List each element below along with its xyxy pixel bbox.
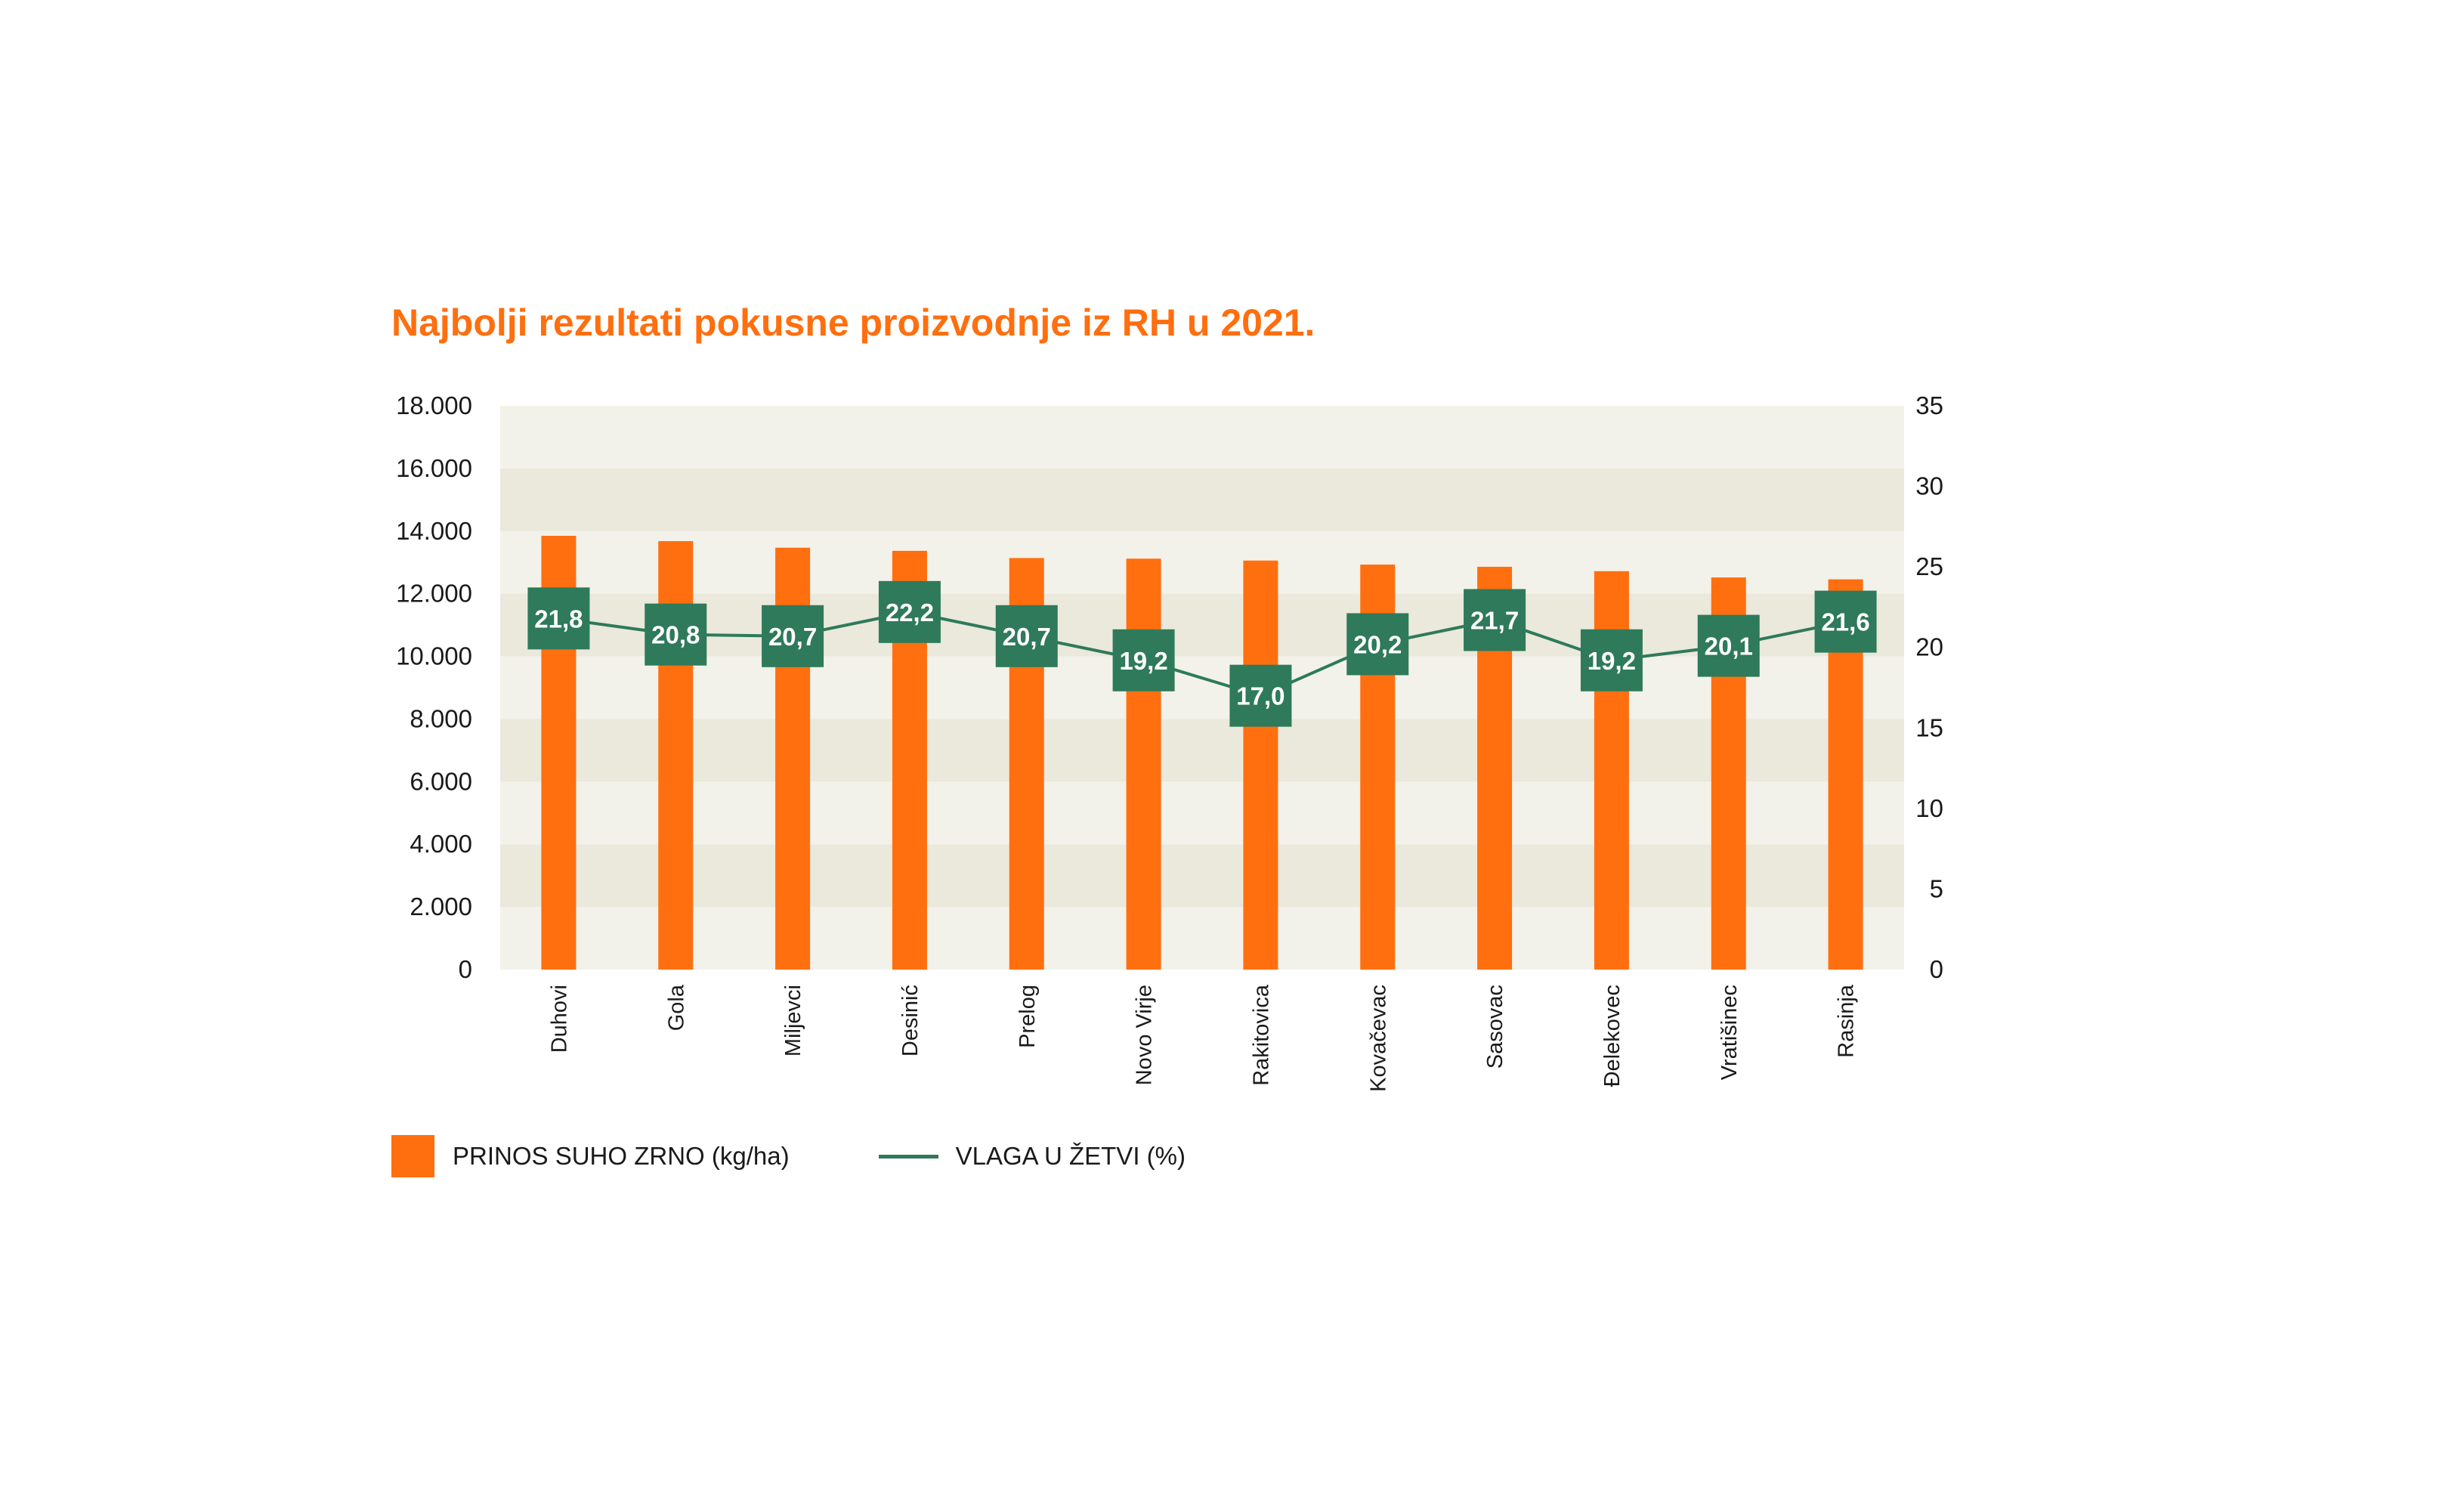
data-label: 19,2: [1588, 647, 1636, 675]
y-left-tick-label: 8.000: [410, 704, 472, 732]
legend-bar-swatch: [391, 1135, 434, 1177]
grid-band: [500, 656, 1904, 719]
data-label: 20,7: [1003, 623, 1051, 651]
y-right-tick-label: 25: [1915, 552, 1943, 580]
data-label: 22,2: [886, 599, 934, 626]
point-marker: [878, 580, 941, 643]
category-label: Prelog: [1016, 985, 1040, 1048]
grid-band: [500, 531, 1904, 594]
data-label: 17,0: [1236, 682, 1285, 710]
line-markers: 21,8 20,8 20,7 22,2 20,7 19,2 17,0 20,2 21,7 19,2…: [527, 580, 1877, 727]
category-label: Desinić: [898, 985, 923, 1056]
y-right-tick-label: 20: [1915, 633, 1943, 661]
grid-band: [500, 406, 1904, 469]
data-label: 19,2: [1119, 647, 1167, 675]
grid-band: [500, 781, 1904, 845]
category-label: Gola: [664, 984, 688, 1031]
category-label: Vratišinec: [1717, 985, 1742, 1080]
y-left-tick-label: 0: [459, 955, 472, 983]
category-label: Sasovac: [1483, 985, 1507, 1069]
point-marker: [995, 605, 1058, 667]
grid-band: [500, 719, 1904, 782]
point-marker: [1112, 629, 1175, 691]
x-axis: Duhovi Gola Miljevci Desinić Prelog Novo Virj…: [547, 984, 1858, 1092]
point-marker: [1229, 664, 1292, 727]
legend-line-swatch: [878, 1154, 938, 1159]
point-marker: [527, 587, 590, 650]
y-right-tick-label: 5: [1930, 874, 1943, 902]
legend: PRINOS SUHO ZRNO (kg/ha) VLAGA U ŽETVI (…: [391, 1135, 1275, 1177]
category-label: Miljevci: [781, 985, 805, 1056]
point-marker: [1580, 629, 1643, 691]
y-left-tick-label: 6.000: [410, 767, 472, 795]
point-marker: [1697, 614, 1760, 677]
bar: [1126, 558, 1161, 970]
y-left-tick-label: 2.000: [410, 892, 472, 920]
data-label: 21,7: [1470, 606, 1519, 634]
grid-band: [500, 468, 1904, 531]
y-left-tick-label: 14.000: [396, 517, 472, 545]
data-label: 20,1: [1705, 633, 1753, 660]
y-left-tick-label: 16.000: [396, 454, 472, 482]
y-axis-right: 0 5 10 15 20 25 30 35: [1915, 391, 1943, 983]
category-label: Novo Virje: [1133, 985, 1157, 1085]
data-label: 20,8: [651, 621, 700, 649]
chart-title: Najbolji rezultati pokusne proizvodnje i…: [391, 302, 1315, 344]
y-right-tick-label: 0: [1930, 955, 1943, 983]
category-label: Rasinja: [1835, 984, 1859, 1058]
data-label: 21,8: [534, 605, 583, 633]
legend-item-yield: PRINOS SUHO ZRNO (kg/ha): [391, 1135, 790, 1177]
y-left-tick-label: 4.000: [410, 830, 472, 858]
legend-moisture-label: VLAGA U ŽETVI (%): [955, 1142, 1186, 1170]
y-left-tick-label: 12.000: [396, 580, 472, 608]
grid-band: [500, 844, 1904, 908]
category-label: Đelekovec: [1600, 985, 1625, 1087]
y-left-tick-label: 18.000: [396, 391, 472, 419]
plot-background: [500, 406, 1904, 970]
grid-band: [500, 907, 1904, 970]
point-marker: [1464, 589, 1526, 651]
point-marker: [1346, 613, 1409, 676]
bar: [1243, 560, 1278, 970]
data-label: 20,7: [768, 623, 817, 651]
point-marker: [762, 605, 824, 667]
point-marker: [645, 603, 707, 666]
y-right-tick-label: 35: [1915, 391, 1943, 419]
category-label: Duhovi: [547, 985, 571, 1053]
y-left-tick-label: 10.000: [396, 642, 472, 670]
category-label: Rakitovica: [1249, 984, 1273, 1086]
y-axis-left: 0 2.000 4.000 6.000 8.000 10.000 12.000 14.000 1…: [396, 391, 472, 983]
grid-band: [500, 593, 1904, 657]
data-label: 21,6: [1821, 608, 1869, 636]
y-right-tick-label: 10: [1915, 794, 1943, 822]
legend-yield-label: PRINOS SUHO ZRNO (kg/ha): [453, 1142, 790, 1170]
y-right-tick-label: 15: [1915, 713, 1943, 741]
legend-item-moisture: VLAGA U ŽETVI (%): [878, 1142, 1186, 1171]
point-marker: [1814, 590, 1877, 653]
data-label: 20,2: [1353, 630, 1402, 658]
category-label: Kovačevac: [1366, 985, 1390, 1092]
y-right-tick-label: 30: [1915, 472, 1943, 500]
